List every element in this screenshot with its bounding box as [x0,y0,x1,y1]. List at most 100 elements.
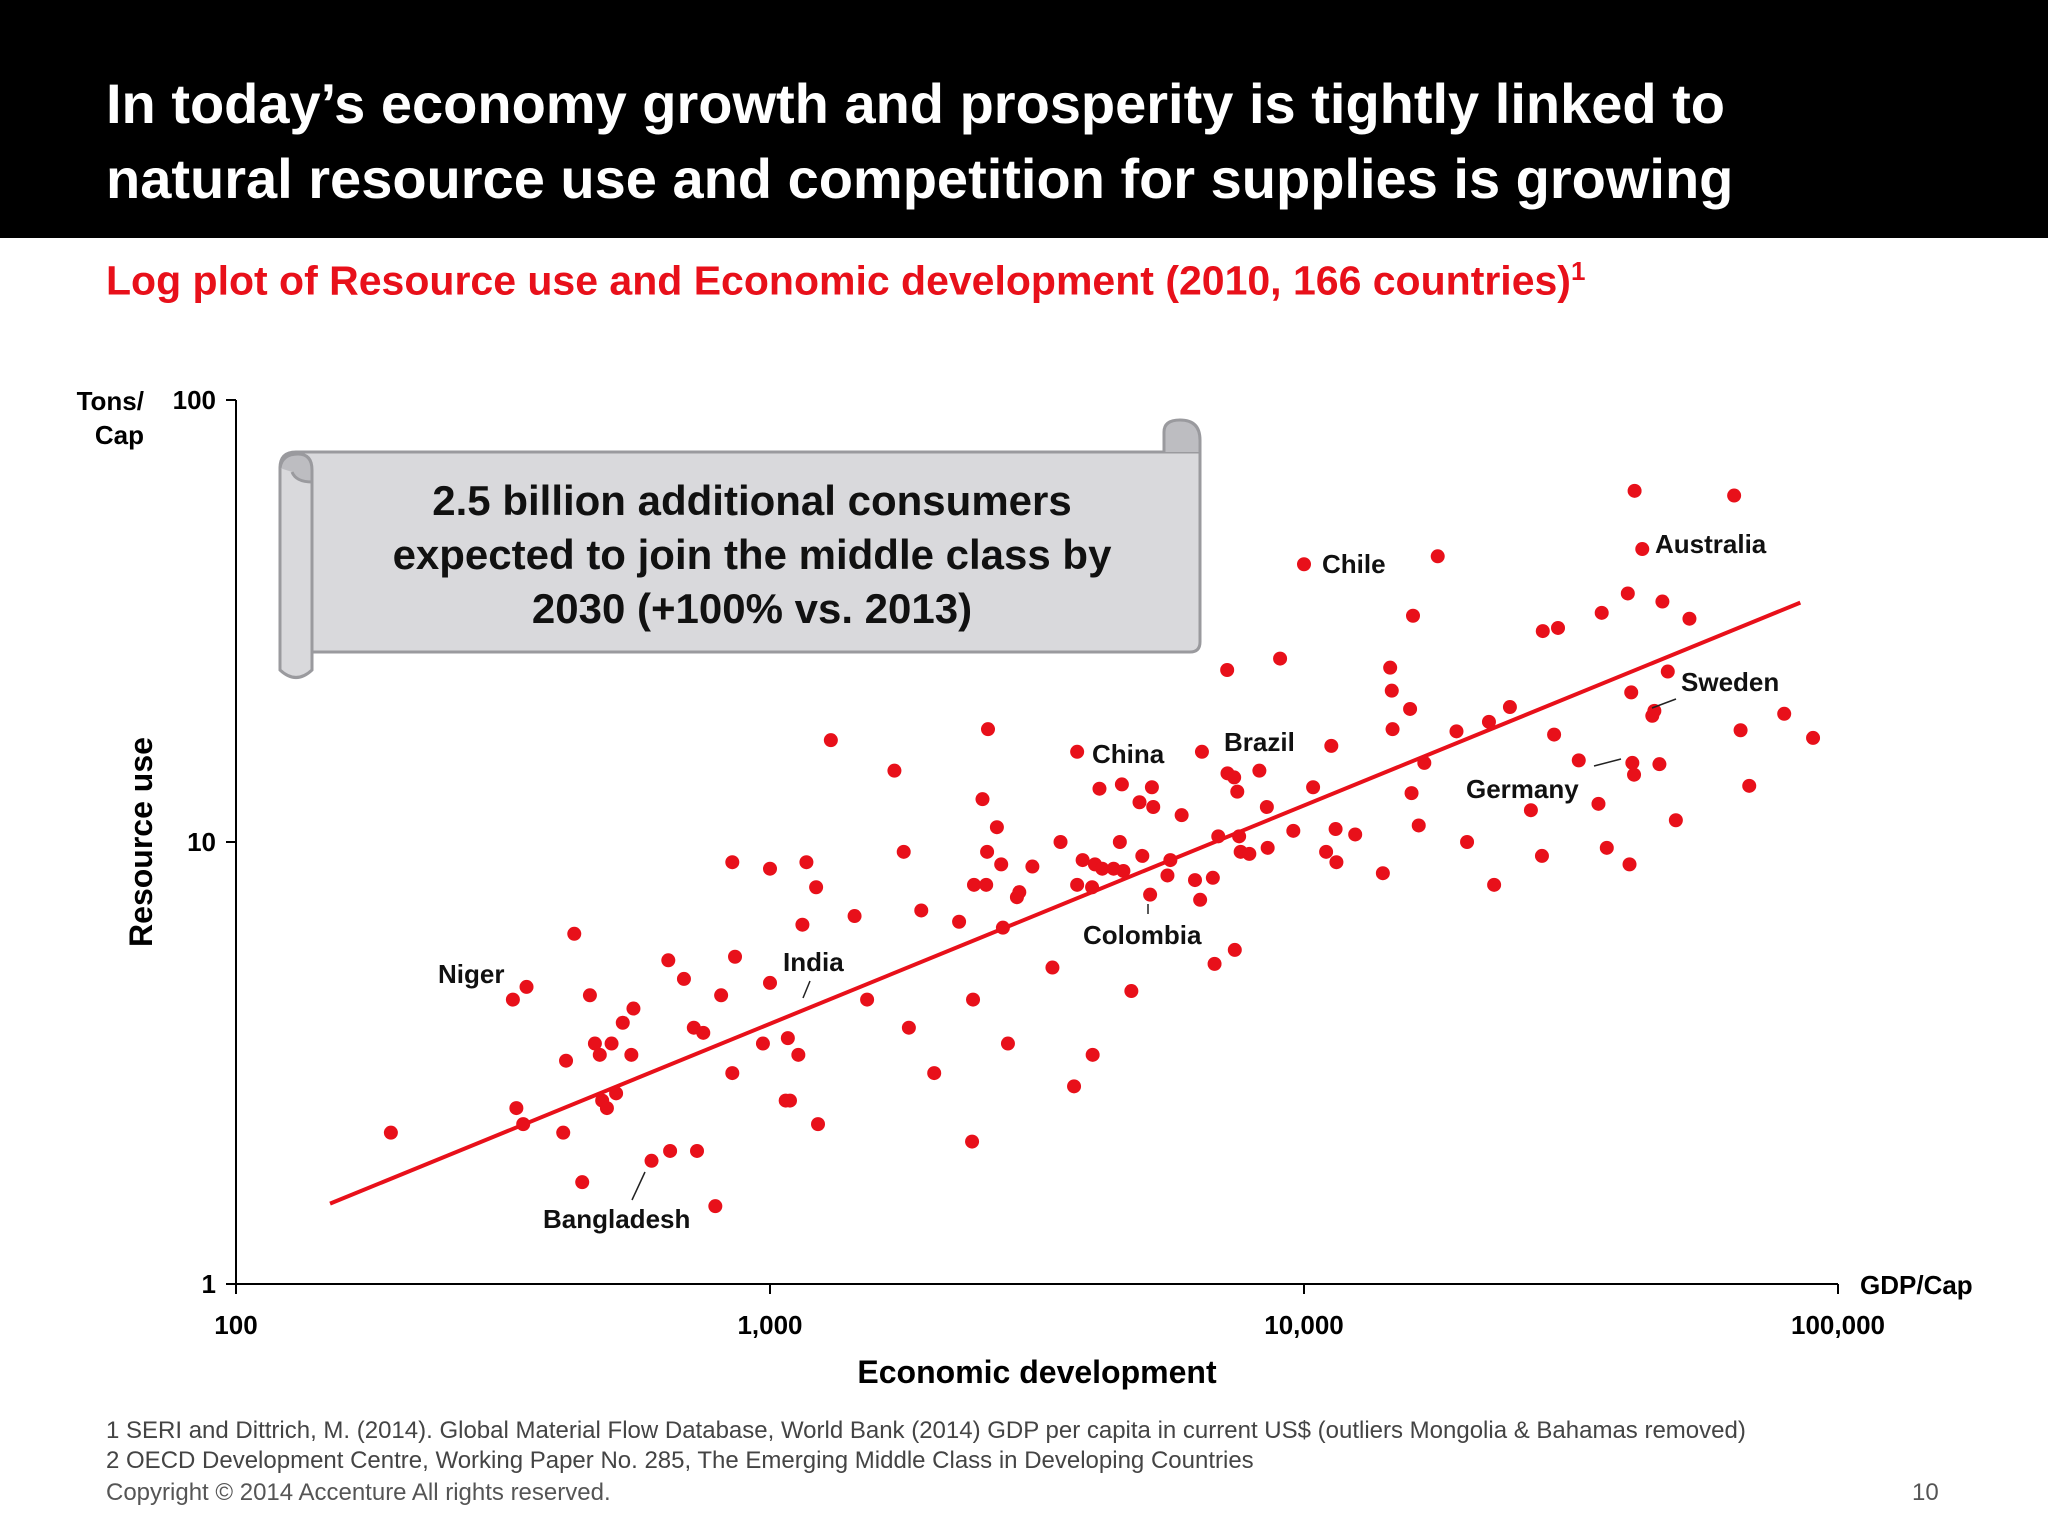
callout-scroll-body [278,450,1202,679]
y-axis-title: Resource use [123,737,159,947]
data-point [1112,835,1127,849]
data-point [927,1066,942,1081]
label-leader-line [1593,758,1622,767]
x-tick-label: 100,000 [1791,1310,1885,1340]
country-label-sweden: Sweden [1681,667,1779,697]
data-point [1194,744,1209,759]
data-point [626,1001,641,1016]
data-points [383,483,1821,1214]
data-point [1777,706,1792,721]
callout-scroll-top-curl [1162,418,1202,452]
data-point [1523,803,1538,818]
data-point [1273,651,1288,666]
data-point [1227,942,1242,957]
callout-line-2: expected to join the middle class by [393,531,1113,578]
data-point [795,917,810,932]
data-point [1085,1047,1100,1062]
data-point [1092,781,1107,796]
data-point [1070,877,1085,892]
label-leader-line [802,980,811,999]
data-point [1193,892,1208,907]
footnote-1: 1 SERI and Dittrich, M. (2014). Global M… [106,1417,1746,1444]
country-label-bangladesh: Bangladesh [543,1204,690,1234]
data-point [624,1047,639,1062]
data-point [914,903,929,918]
page-title-line-1: In today’s economy growth and prosperity… [106,72,1725,135]
page-title-line-2: natural resource use and competition for… [106,147,1734,210]
data-point [1207,956,1222,971]
country-label-niger: Niger [438,959,504,989]
data-point [1625,755,1640,770]
data-point [782,1093,797,1108]
data-point [509,1101,524,1116]
data-point [860,992,875,1007]
data-point [1411,818,1426,833]
data-point [1297,557,1311,572]
data-point [981,722,996,737]
data-point [952,914,967,929]
data-point [1160,868,1175,883]
data-point [1144,780,1159,795]
data-point [663,1143,678,1158]
data-point [823,733,838,748]
chart-subtitle-footnote-marker: 1 [1570,256,1586,286]
y-axis-unit-line-1: Tons/ [77,386,144,416]
label-leader-line [631,1171,646,1201]
y-axis-unit-line-2: Cap [95,420,144,450]
data-point [1242,846,1257,861]
data-point [1124,984,1139,999]
data-point [1000,1036,1015,1051]
data-point [1460,835,1475,849]
data-point [1329,855,1344,870]
data-point [1571,753,1586,768]
data-point [1146,800,1161,815]
data-point [1220,662,1235,677]
data-point [1430,549,1445,564]
data-point [1742,778,1757,793]
data-point [966,992,981,1007]
data-point [676,971,691,986]
scatter-chart: 2.5 billion additional consumers expecte… [77,385,1973,1390]
copyright: Copyright © 2014 Accenture All rights re… [106,1479,611,1506]
data-point [1535,624,1550,639]
data-point [1163,853,1178,868]
data-point [1551,620,1566,635]
data-point [791,1047,806,1062]
data-point [592,1047,607,1062]
data-point [980,844,995,859]
data-point [965,1134,980,1149]
data-point [1143,887,1158,902]
data-point [1383,660,1398,675]
data-point [690,1143,705,1158]
data-point [708,1199,723,1214]
data-point [728,949,743,964]
data-point [587,1036,602,1051]
data-point [1481,714,1496,729]
data-point [1012,885,1027,900]
data-point [1095,861,1110,876]
data-point [1205,870,1220,885]
data-point [1635,542,1650,557]
data-point [1627,767,1642,782]
data-point [516,1117,531,1132]
data-point [644,1153,659,1168]
data-point [847,909,862,924]
data-point [1594,605,1609,620]
data-point [1348,827,1363,842]
data-point [1132,795,1147,810]
data-point [901,1020,916,1035]
x-tick-label: 1,000 [737,1310,802,1340]
data-point [989,820,1004,835]
data-point [1655,594,1670,609]
country-label-brazil: Brazil [1224,727,1295,757]
data-point [1085,880,1100,895]
data-point [567,926,582,941]
data-point [1187,873,1202,888]
data-point [1727,488,1742,503]
data-point [1534,848,1549,863]
data-point [725,1066,740,1081]
country-label-chile: Chile [1322,549,1386,579]
x-tick-label: 10,000 [1264,1310,1344,1340]
data-point [1328,822,1343,837]
data-point [725,855,740,870]
